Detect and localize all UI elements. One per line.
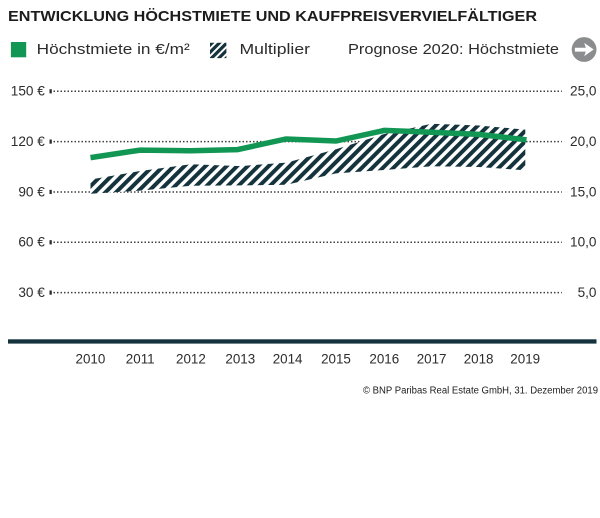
svg-text:2014: 2014 (273, 351, 303, 366)
svg-text:Höchstmiete in €/m²: Höchstmiete in €/m² (37, 41, 190, 58)
svg-text:60 €: 60 € (18, 235, 45, 250)
svg-text:90 €: 90 € (18, 184, 45, 199)
svg-text:2011: 2011 (126, 351, 155, 366)
svg-text:15,0: 15,0 (570, 184, 597, 199)
svg-text:© BNP Paribas Real Estate GmbH: © BNP Paribas Real Estate GmbH, 31. Deze… (363, 386, 598, 397)
svg-text:25,0: 25,0 (570, 84, 597, 99)
svg-text:2012: 2012 (176, 351, 206, 366)
svg-text:Prognose 2020: Höchstmiete: Prognose 2020: Höchstmiete (348, 41, 559, 58)
svg-text:2018: 2018 (464, 351, 494, 366)
svg-text:120 €: 120 € (11, 134, 45, 149)
svg-text:2017: 2017 (417, 351, 447, 366)
svg-text:2010: 2010 (76, 351, 106, 366)
svg-text:2015: 2015 (321, 351, 351, 366)
svg-text:30 €: 30 € (18, 285, 45, 300)
svg-text:2016: 2016 (369, 351, 399, 366)
svg-text:2019: 2019 (510, 351, 540, 366)
svg-text:150 €: 150 € (11, 84, 45, 99)
svg-text:2013: 2013 (225, 351, 255, 366)
svg-text:Multiplier: Multiplier (240, 41, 311, 58)
svg-text:20,0: 20,0 (570, 134, 597, 149)
svg-text:ENTWICKLUNG HÖCHSTMIETE UND KA: ENTWICKLUNG HÖCHSTMIETE UND KAUFPREISVER… (8, 8, 537, 25)
svg-text:10,0: 10,0 (570, 235, 597, 250)
svg-text:5,0: 5,0 (578, 285, 597, 300)
